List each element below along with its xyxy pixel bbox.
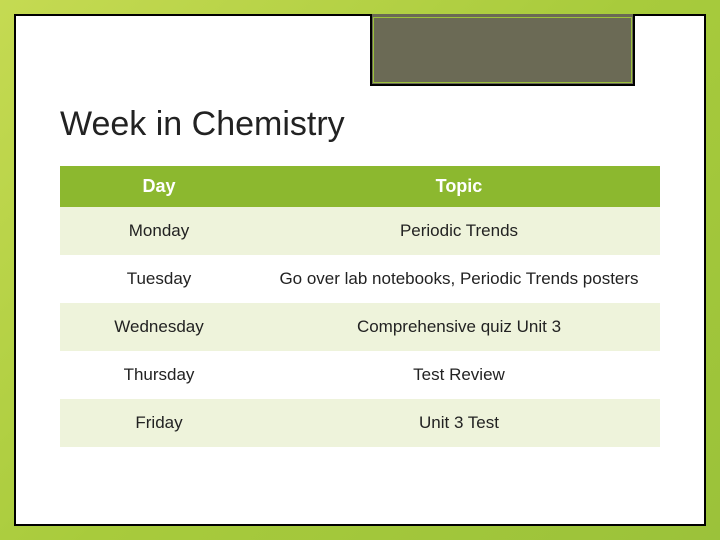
col-header-day: Day xyxy=(60,166,258,207)
table-row: Wednesday Comprehensive quiz Unit 3 xyxy=(60,303,660,351)
table-row: Monday Periodic Trends xyxy=(60,207,660,255)
schedule-table: Day Topic Monday Periodic Trends Tuesday… xyxy=(60,166,660,447)
slide-title: Week in Chemistry xyxy=(60,105,660,144)
slide-content: Week in Chemistry Day Topic Monday Perio… xyxy=(60,105,660,447)
cell-day: Friday xyxy=(60,399,258,447)
header-tab-decoration xyxy=(370,14,635,86)
table-row: Tuesday Go over lab notebooks, Periodic … xyxy=(60,255,660,303)
cell-topic: Periodic Trends xyxy=(258,207,660,255)
cell-topic: Test Review xyxy=(258,351,660,399)
cell-day: Monday xyxy=(60,207,258,255)
cell-day: Wednesday xyxy=(60,303,258,351)
cell-topic: Unit 3 Test xyxy=(258,399,660,447)
cell-day: Tuesday xyxy=(60,255,258,303)
cell-topic: Comprehensive quiz Unit 3 xyxy=(258,303,660,351)
col-header-topic: Topic xyxy=(258,166,660,207)
cell-day: Thursday xyxy=(60,351,258,399)
table-header-row: Day Topic xyxy=(60,166,660,207)
table-row: Friday Unit 3 Test xyxy=(60,399,660,447)
table-row: Thursday Test Review xyxy=(60,351,660,399)
cell-topic: Go over lab notebooks, Periodic Trends p… xyxy=(258,255,660,303)
